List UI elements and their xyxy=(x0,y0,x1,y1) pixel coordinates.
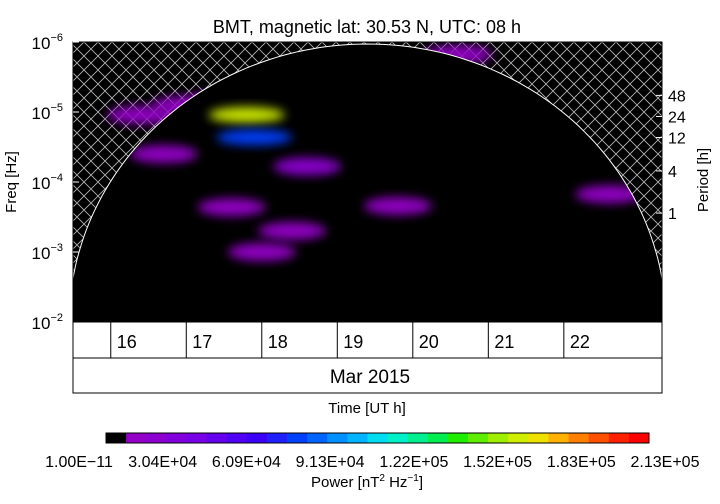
colorbar xyxy=(106,433,650,443)
colorbar-swatch xyxy=(327,433,348,443)
power-blob xyxy=(129,145,198,164)
period-tick-label: 4 xyxy=(668,164,677,181)
period-tick-label: 24 xyxy=(668,109,686,126)
chart-title: BMT, magnetic lat: 30.53 N, UTC: 08 h xyxy=(213,17,521,37)
colorbar-swatch xyxy=(628,433,650,443)
colorbar-swatch xyxy=(287,433,308,443)
colorbar-swatch xyxy=(447,433,469,443)
period-axis: 48 24 12 4 1 xyxy=(656,88,686,223)
colorbar-swatch xyxy=(568,433,590,443)
freq-tick-label: 10−6 xyxy=(32,32,63,53)
freq-tick-label: 10−4 xyxy=(32,172,63,193)
month-band xyxy=(72,357,663,394)
day-tick-label: 22 xyxy=(570,332,590,352)
freq-tick-label: 10−5 xyxy=(32,102,63,123)
period-axis-label: Period [h] xyxy=(695,148,712,212)
colorbar-label: Power [nT2 Hz−1] xyxy=(311,473,423,491)
colorbar-swatch xyxy=(608,433,630,443)
colorbar-swatch xyxy=(307,433,328,443)
power-blob xyxy=(227,243,296,261)
freq-axis: 10−6 10−5 10−4 10−3 10−2 xyxy=(32,32,79,333)
colorbar-swatch xyxy=(146,433,167,443)
colorbar-tick-label: 1.00E−11 xyxy=(45,454,113,471)
colorbar-tick-label: 6.09E+04 xyxy=(212,454,281,471)
period-tick-label: 1 xyxy=(668,206,677,223)
time-axis-label: Time [UT h] xyxy=(328,400,406,417)
freq-tick-label: 10−3 xyxy=(32,242,63,263)
colorbar-tick-label: 1.83E+05 xyxy=(547,454,616,471)
colorbar-tick-label: 9.13E+04 xyxy=(296,454,365,471)
power-blob xyxy=(216,129,293,146)
colorbar-swatch xyxy=(166,433,187,443)
colorbar-swatch xyxy=(126,433,147,443)
colorbar-tick-label: 1.52E+05 xyxy=(463,454,532,471)
colorbar-tick-label: 1.22E+05 xyxy=(379,454,448,471)
colorbar-frame xyxy=(105,432,650,444)
day-tick-label: 16 xyxy=(117,332,137,352)
colorbar-swatch xyxy=(347,433,368,443)
colorbar-swatch xyxy=(508,433,529,443)
power-blob xyxy=(258,221,326,240)
day-tick-label: 18 xyxy=(268,332,288,352)
colorbar-swatch xyxy=(588,433,610,443)
colorbar-tick-label: 3.04E+04 xyxy=(128,454,197,471)
colorbar-swatch xyxy=(206,433,228,443)
coi-boundary-line xyxy=(73,43,662,282)
day-axis: 16 17 18 19 20 21 22 xyxy=(110,322,590,358)
power-blob xyxy=(363,197,432,215)
colorbar-swatch xyxy=(488,433,509,443)
freq-tick-label: 10−2 xyxy=(32,312,63,333)
power-blob xyxy=(107,105,175,124)
day-tick-label: 19 xyxy=(343,332,363,352)
day-tick-label: 21 xyxy=(494,332,514,352)
colorbar-tick-label: 2.13E+05 xyxy=(631,454,700,471)
colorbar-swatch xyxy=(367,433,389,443)
month-label: Mar 2015 xyxy=(330,367,410,388)
colorbar-swatch xyxy=(407,433,429,443)
colorbar-swatch xyxy=(427,433,449,443)
power-blob xyxy=(273,157,342,176)
day-tick-label: 17 xyxy=(192,332,212,352)
colorbar-swatch xyxy=(246,433,268,443)
day-tick-label: 20 xyxy=(419,332,439,352)
power-layer-inside xyxy=(129,106,644,261)
power-blob xyxy=(208,106,285,123)
colorbar-swatch xyxy=(548,433,570,443)
colorbar-swatch xyxy=(226,433,248,443)
period-tick-label: 12 xyxy=(668,131,686,148)
colorbar-swatch xyxy=(186,433,208,443)
colorbar-swatch xyxy=(468,433,489,443)
colorbar-swatch xyxy=(106,433,127,443)
power-blob xyxy=(575,185,644,204)
colorbar-ticks: 1.00E−11 3.04E+04 6.09E+04 9.13E+04 1.22E+05… xyxy=(45,454,699,471)
colorbar-swatch xyxy=(387,433,409,443)
colorbar-swatch xyxy=(528,433,549,443)
plot-area xyxy=(73,42,662,322)
period-tick-label: 48 xyxy=(668,88,686,105)
freq-axis-label: Freq [Hz] xyxy=(3,151,20,213)
power-blob xyxy=(197,198,266,217)
colorbar-swatch xyxy=(266,433,288,443)
